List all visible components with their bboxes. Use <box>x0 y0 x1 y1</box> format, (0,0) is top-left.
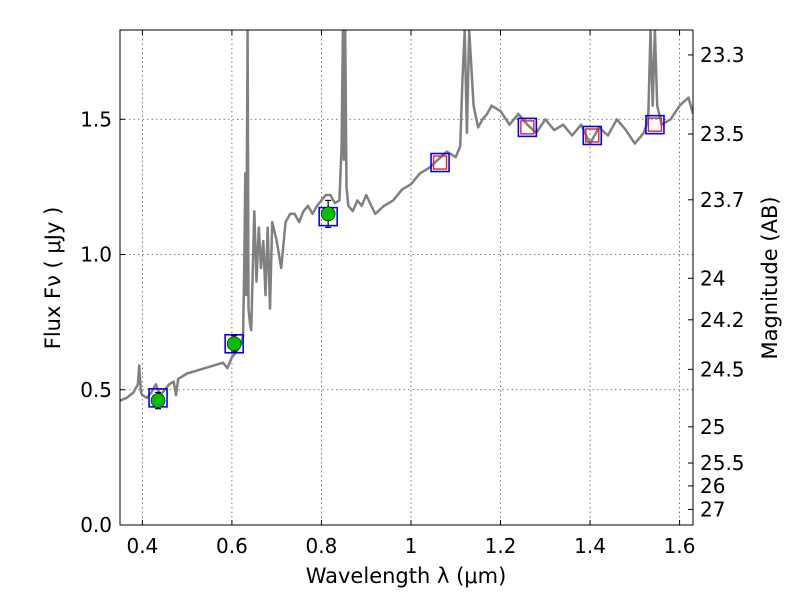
y-tick-label: 0.0 <box>80 513 112 537</box>
x-tick-label: 0.8 <box>306 534 338 558</box>
x-axis-label: Wavelength λ (μm) <box>306 564 507 588</box>
x-tick-label: 1.6 <box>664 534 696 558</box>
magnitude-tick-label: 23.3 <box>700 43 745 67</box>
upper-limit-point <box>432 155 448 170</box>
ticks-layer: 0.4 0.6 0.8 1 1.2 1.4 1.6 0.0 0.5 1.0 1.5 23.3 23.5 2… <box>80 30 745 558</box>
observed-point <box>150 393 166 408</box>
observed-point <box>320 206 336 222</box>
magnitude-tick-label: 25.5 <box>700 451 745 475</box>
magnitude-tick-label: 24.5 <box>700 357 745 381</box>
model-point <box>582 125 603 146</box>
spectrum-line <box>120 30 693 402</box>
model-point <box>224 333 244 354</box>
upper-limit-point <box>520 120 535 135</box>
magnitude-axis-label: Magnitude (AB) <box>758 196 782 359</box>
x-tick-label: 1 <box>405 534 418 558</box>
magnitude-tick-label: 24.2 <box>700 308 745 332</box>
y-tick-label: 0.5 <box>80 378 112 402</box>
upper-limit-point <box>647 117 663 132</box>
grid-layer <box>120 30 693 526</box>
spectrum-layer <box>120 30 693 402</box>
magnitude-tick-label: 26 <box>700 474 725 498</box>
x-tick-label: 0.6 <box>216 534 248 558</box>
observed-point <box>226 336 242 352</box>
y-tick-label: 1.5 <box>80 107 112 131</box>
model-point <box>645 114 665 135</box>
magnitude-tick-label: 25 <box>700 415 725 439</box>
points-layer <box>148 114 665 410</box>
magnitude-tick-label: 23.7 <box>700 188 745 212</box>
x-tick-label: 1.2 <box>485 534 517 558</box>
magnitude-tick-label: 27 <box>700 497 725 521</box>
y-axis-label: Flux Fν ( μJy ) <box>41 207 65 350</box>
plot-frame <box>119 29 694 526</box>
model-point <box>430 152 450 173</box>
magnitude-tick-label: 24 <box>700 266 725 290</box>
x-tick-label: 1.4 <box>574 534 606 558</box>
upper-limit-point <box>585 128 600 143</box>
model-point <box>517 117 538 138</box>
y-tick-label: 1.0 <box>80 243 112 267</box>
x-tick-label: 0.4 <box>126 534 158 558</box>
magnitude-tick-label: 23.5 <box>700 122 745 146</box>
